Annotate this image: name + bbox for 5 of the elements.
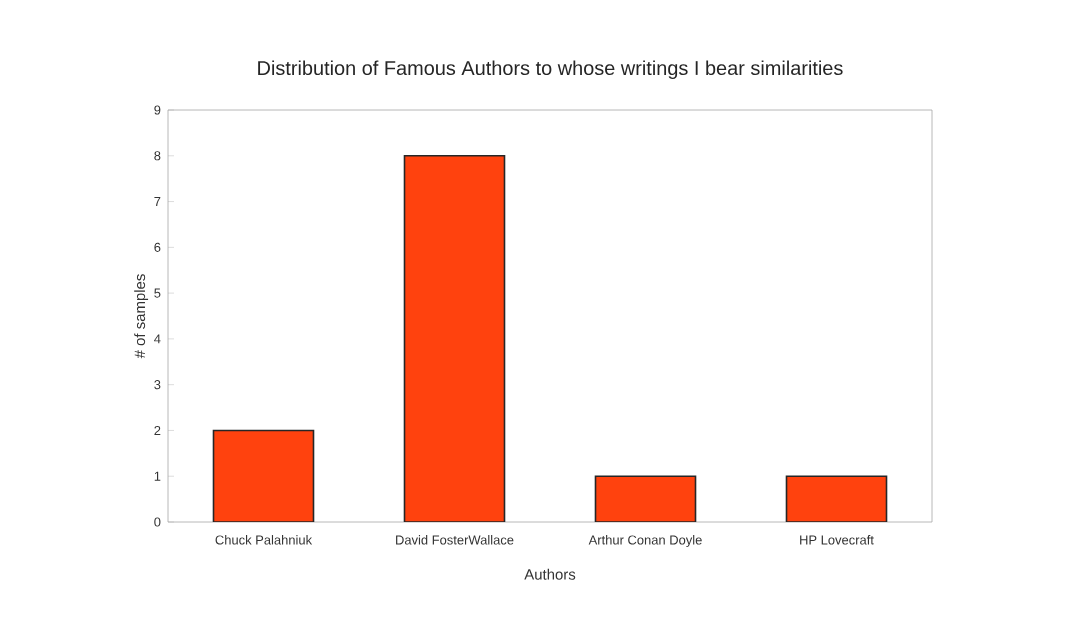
bar — [594, 475, 697, 522]
chart-title: Distribution of Famous Authors to whose writings I bear similarities — [258, 60, 843, 80]
bar — [403, 154, 506, 522]
bar — [785, 475, 888, 522]
bar — [212, 429, 315, 522]
